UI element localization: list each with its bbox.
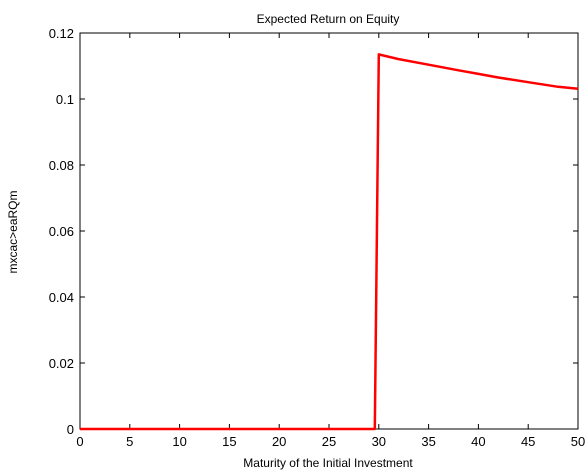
x-tick-label: 35 [421, 434, 435, 449]
y-tick-label: 0.08 [49, 158, 74, 173]
x-tick-label: 25 [322, 434, 336, 449]
y-tick-label: 0.04 [49, 290, 74, 305]
chart-title: Expected Return on Equity [257, 12, 400, 26]
y-tick-label: 0.1 [56, 92, 74, 107]
x-tick-label: 15 [222, 434, 236, 449]
x-tick-label: 40 [471, 434, 485, 449]
x-tick-label: 30 [372, 434, 386, 449]
x-tick-label: 50 [571, 434, 585, 449]
x-tick-label: 0 [76, 434, 83, 449]
plot-frame [79, 32, 579, 430]
y-tick-label: 0.06 [49, 224, 74, 239]
x-tick-label: 5 [126, 434, 133, 449]
y-tick-label: 0 [67, 422, 74, 437]
y-tick-label: 0.12 [49, 26, 74, 41]
x-tick-label: 20 [272, 434, 286, 449]
y-tick-label: 0.02 [49, 356, 74, 371]
x-tick-label: 10 [172, 434, 186, 449]
plot-area: 0 5 10 15 20 25 30 35 40 45 50 0 0.02 0.04 0.06 0.08 0.1… [49, 26, 586, 449]
x-axis-label: Maturity of the Initial Investment [243, 456, 413, 470]
y-axis-label: mxcac>eaRQm [6, 190, 20, 273]
x-tick-label: 45 [521, 434, 535, 449]
series-line [80, 53, 579, 431]
